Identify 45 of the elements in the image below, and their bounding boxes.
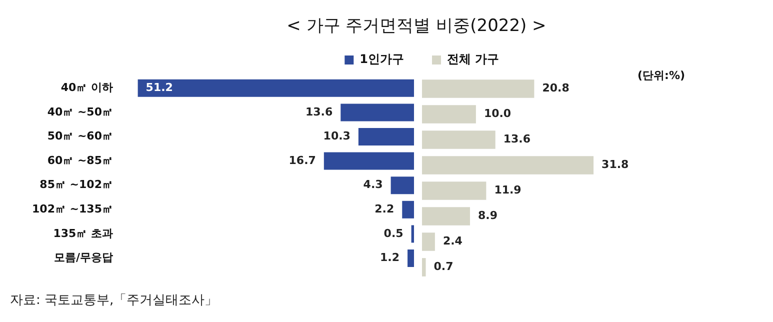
- bar: [422, 80, 534, 98]
- bar: [422, 207, 470, 226]
- data-label: 13.6: [305, 105, 333, 118]
- bar: [408, 250, 414, 267]
- bar: [324, 152, 414, 170]
- y-tick-label: 60㎡ ~85㎡: [47, 154, 113, 167]
- data-label: 16.7: [288, 154, 316, 167]
- data-label: 0.5: [384, 226, 404, 240]
- data-label: 8.9: [478, 209, 498, 222]
- y-tick-label: 102㎡ ~135㎡: [32, 202, 113, 216]
- data-label: 13.6: [503, 132, 531, 146]
- data-label: 2.2: [374, 202, 394, 216]
- y-tick-label: 40㎡ 이하: [60, 81, 113, 94]
- bar: [402, 200, 414, 218]
- bar: [411, 225, 414, 243]
- y-tick-label: 85㎡ ~102㎡: [40, 178, 113, 192]
- y-tick-label: 40㎡ ~50㎡: [47, 105, 113, 118]
- bar: [422, 105, 476, 124]
- data-label: 2.4: [442, 234, 463, 248]
- bar: [422, 182, 486, 200]
- bar: [422, 156, 594, 174]
- bar: [422, 232, 435, 251]
- bar: [390, 176, 414, 194]
- data-label: 11.9: [494, 184, 522, 197]
- data-label: 1.2: [380, 251, 400, 264]
- y-tick-label: 135㎡ 초과: [53, 226, 113, 240]
- data-label: 10.3: [323, 130, 350, 143]
- data-label: 0.7: [434, 260, 454, 274]
- y-tick-label: 모름/무응답: [54, 251, 113, 264]
- bar: [340, 104, 414, 122]
- data-label: 10.0: [484, 107, 512, 120]
- text: (단위:%): [638, 68, 685, 83]
- text: 자료: 국토교통부,「주거실태조사」: [10, 292, 218, 309]
- bar: [358, 128, 414, 146]
- data-label: 51.2: [146, 81, 173, 94]
- data-label: 31.8: [602, 158, 629, 172]
- y-tick-label: 50㎡ ~60㎡: [47, 130, 113, 143]
- data-label: 4.3: [363, 178, 383, 192]
- bar: [422, 258, 426, 276]
- legend-label: 1인가구: [360, 52, 404, 66]
- legend-label: 전체 가구: [447, 52, 500, 66]
- bar: [138, 79, 414, 97]
- data-label: 20.8: [542, 82, 570, 95]
- bar: [422, 130, 496, 149]
- chart-title: < 가구 주거면적별 비중(2022) >: [286, 15, 548, 38]
